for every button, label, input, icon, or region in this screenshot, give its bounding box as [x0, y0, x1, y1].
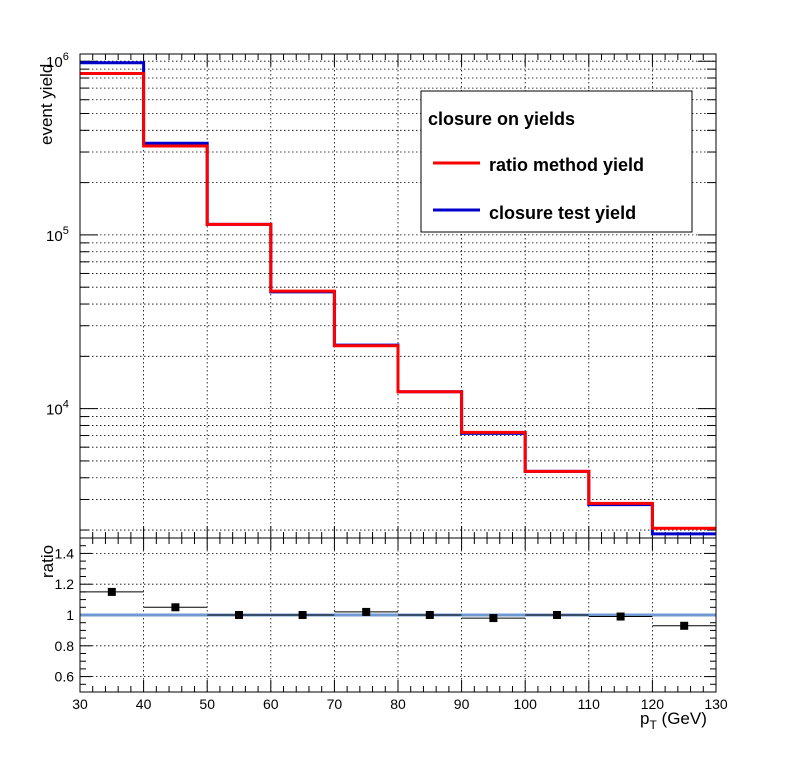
top-series	[80, 61, 716, 536]
top-y-tick-labels: 104 105 106	[46, 51, 69, 418]
ratio-point	[171, 603, 180, 612]
x-tick-label: 30	[72, 696, 88, 712]
ratio-point	[425, 611, 434, 619]
top-ticks	[79, 54, 717, 538]
bottom-y-tick-label: 0.6	[55, 669, 75, 685]
ratio-point	[235, 611, 243, 619]
ratio-point	[298, 611, 307, 619]
bottom-x-tick-labels: 30 40 50 60 70 80 90 100 110 120 130	[72, 696, 728, 712]
legend-entry-closure-test: closure test yield	[489, 203, 636, 223]
bottom-y-tick-label: 1.2	[55, 576, 75, 592]
x-tick-label: 80	[390, 696, 406, 712]
x-tick-label: 70	[327, 696, 343, 712]
legend: closure on yields ratio method yield clo…	[420, 90, 693, 233]
ratio-point	[680, 621, 689, 630]
bottom-y-tick-labels: 0.6 0.8 1 1.2 1.4	[55, 545, 75, 684]
bottom-y-tick-label: 0.8	[55, 638, 75, 654]
bottom-plot-frame	[79, 537, 717, 693]
series-ratio-method-yield	[80, 71, 716, 530]
x-tick-label: 90	[454, 696, 470, 712]
bottom-y-axis-label: ratio	[38, 545, 57, 578]
x-axis-label: pT (GeV)	[640, 709, 707, 732]
ratio-point	[362, 607, 371, 616]
top-y-tick-label: 106	[46, 51, 69, 71]
top-y-tick-label: 104	[46, 399, 69, 419]
ratio-point	[489, 614, 498, 623]
bottom-y-tick-label: 1.4	[55, 545, 75, 561]
x-tick-label: 100	[514, 696, 538, 712]
x-tick-label: 50	[199, 696, 215, 712]
ratio-point	[616, 612, 625, 621]
legend-title: closure on yields	[428, 109, 575, 129]
x-tick-label: 120	[641, 696, 665, 712]
ratio-point	[553, 611, 561, 619]
legend-entry-ratio-method: ratio method yield	[489, 155, 644, 175]
bottom-series	[80, 587, 716, 630]
top-y-axis-label: event yield	[37, 64, 56, 145]
bottom-y-tick-label: 1	[66, 607, 74, 623]
x-tick-label: 110	[578, 696, 601, 712]
top-y-tick-label: 105	[46, 225, 69, 245]
x-tick-label: 40	[136, 696, 152, 712]
ratio-point	[107, 587, 116, 596]
bottom-ticks	[79, 537, 717, 693]
x-tick-label: 60	[263, 696, 279, 712]
x-tick-label: 130	[704, 696, 728, 712]
